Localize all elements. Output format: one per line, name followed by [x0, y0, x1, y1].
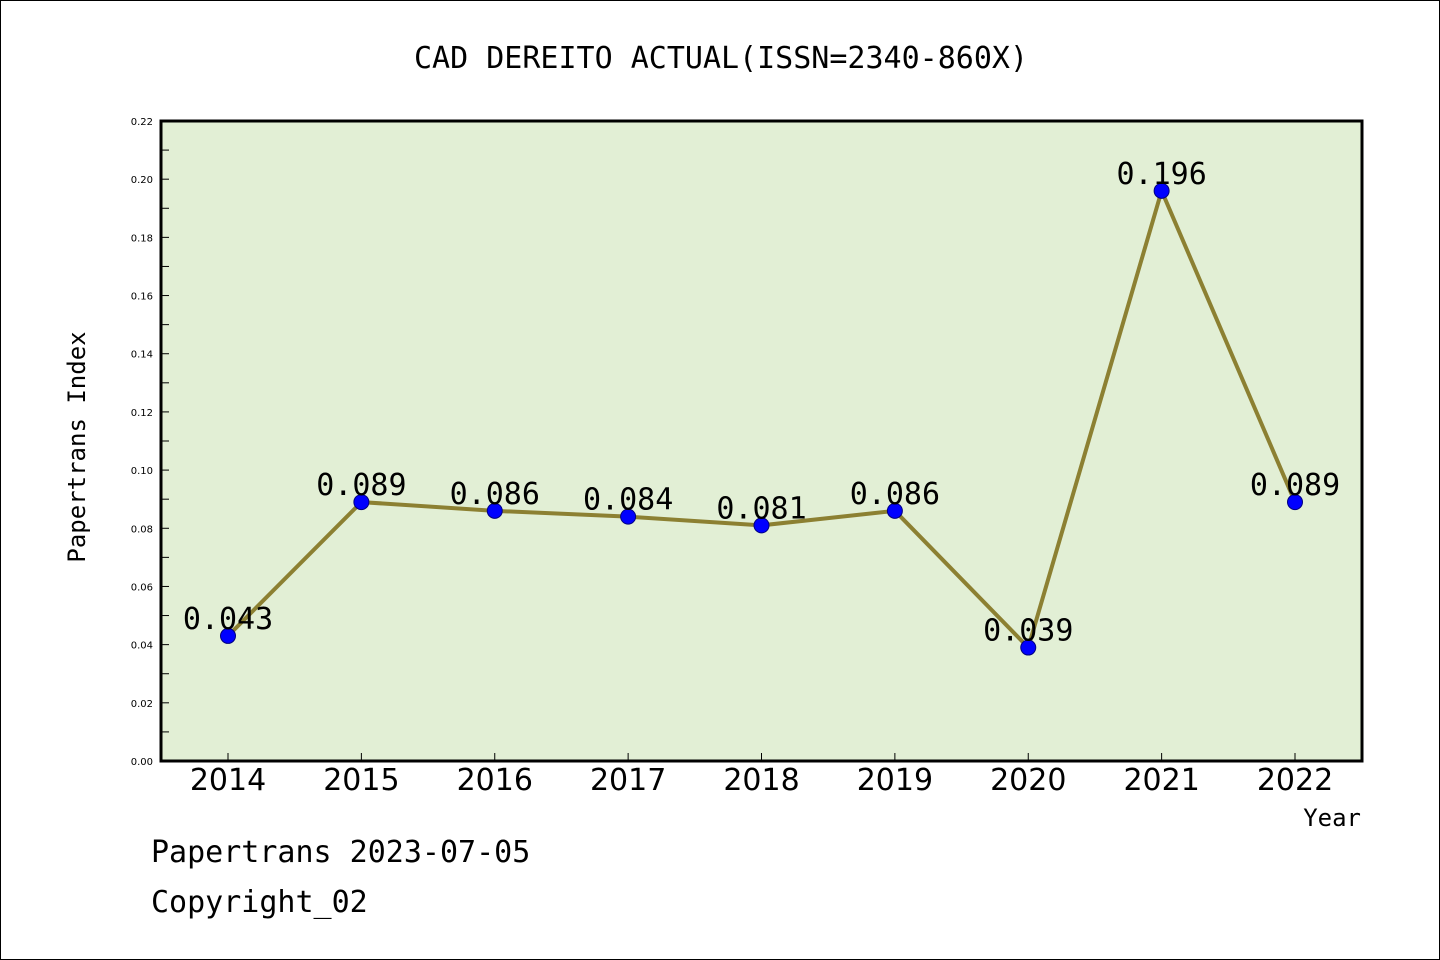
data-point [220, 627, 236, 644]
data-point [1153, 182, 1170, 199]
x-tick-label: 2019 [857, 763, 933, 798]
x-tick-label: 2014 [190, 763, 266, 798]
data-point [1020, 639, 1037, 656]
x-axis: 2014 2015 2016 2017 2018 2019 2020 2021 2022 [190, 753, 1333, 798]
data-label: 0.043 [183, 602, 273, 637]
x-tick-label: 2016 [457, 763, 533, 798]
data-label: 0.089 [316, 468, 406, 503]
data-series: 0.043 0.089 0.086 0.084 0.081 0.086 0.039 0.196… [183, 157, 1340, 656]
data-label: 0.196 [1116, 157, 1206, 192]
x-tick-label: 2017 [590, 763, 666, 798]
x-tick-label: 2018 [723, 763, 799, 798]
footer-date: Papertrans 2023-07-05 [151, 835, 531, 870]
data-label: 0.084 [583, 483, 673, 518]
y-tick-label: 0.06 [131, 582, 153, 593]
data-point [1287, 494, 1303, 511]
x-tick-label: 2022 [1257, 763, 1333, 798]
y-tick-label: 0.10 [131, 466, 153, 477]
y-tick-label: 0.02 [131, 699, 153, 710]
x-axis-label: Year [1303, 804, 1361, 832]
data-point [486, 502, 503, 519]
data-label: 0.039 [983, 614, 1073, 649]
y-tick-label: 0.20 [131, 175, 153, 186]
data-label: 0.086 [450, 477, 540, 512]
plot-border [159, 119, 1364, 763]
x-tick-label: 2020 [990, 763, 1066, 798]
data-label: 0.086 [850, 477, 940, 512]
y-axis-label: Papertrans Index [63, 331, 91, 562]
plot-area [161, 121, 1362, 761]
y-tick-label: 0.18 [131, 233, 153, 244]
footer-copyright: Copyright_02 [151, 885, 368, 920]
y-tick-label: 0.22 [131, 117, 153, 128]
y-tick-label: 0.04 [131, 641, 153, 652]
x-tick-label: 2015 [323, 763, 399, 798]
chart-title: CAD DEREITO ACTUAL(ISSN=2340-860X) [414, 41, 1028, 76]
y-axis: 0.00 0.02 0.04 0.06 0.08 0.10 0.12 0.14 0.16 0.18… [131, 117, 169, 768]
data-point [353, 494, 370, 511]
x-tick-label: 2021 [1123, 763, 1199, 798]
y-tick-label: 0.16 [131, 292, 153, 303]
y-tick-label: 0.14 [131, 350, 153, 361]
y-tick-label: 0.12 [131, 408, 153, 419]
data-label: 0.089 [1250, 468, 1340, 503]
data-point [620, 508, 637, 525]
y-tick-label: 0.08 [131, 524, 153, 535]
data-point [753, 517, 770, 534]
y-tick-label: 0.00 [131, 757, 153, 768]
data-point [886, 502, 903, 519]
data-label: 0.081 [716, 491, 806, 526]
